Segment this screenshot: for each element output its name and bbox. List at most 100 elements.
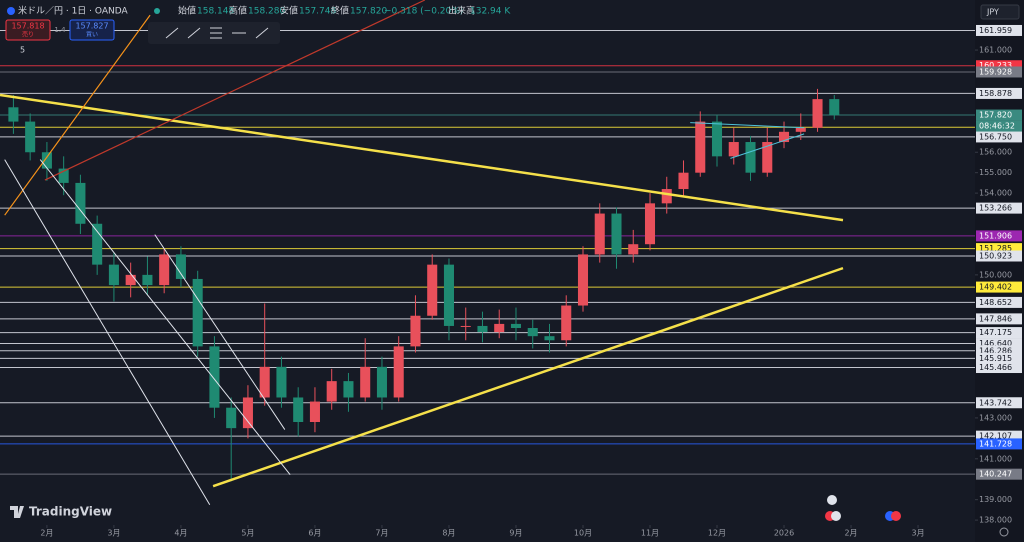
toolbar-icons	[165, 27, 269, 39]
level-label-box	[976, 338, 1022, 350]
market-status	[154, 8, 160, 14]
y-tick-label: 154.000	[979, 189, 1012, 198]
x-tick-label: 2026	[774, 529, 794, 538]
candle-body	[326, 381, 337, 402]
y-tick-label: 141.000	[979, 454, 1012, 463]
candle-body	[175, 254, 186, 279]
candle-body	[711, 121, 723, 157]
trend-line	[39, 159, 291, 476]
level-label-box	[976, 202, 1022, 214]
low-label: 安値	[280, 5, 298, 17]
candle-body	[309, 401, 320, 423]
candle-body	[460, 325, 471, 327]
level-label-box	[976, 362, 1022, 374]
candle-body	[527, 327, 538, 337]
candle-body	[343, 381, 354, 398]
y-tick-label: 156.000	[979, 148, 1012, 157]
axes: 161.000 156.000 155.000 154.000 150.000 143.0…	[40, 46, 1012, 538]
candle-body	[360, 366, 371, 398]
candle-body	[812, 99, 823, 128]
level-label-box	[976, 60, 1022, 72]
candle-body	[259, 366, 270, 398]
candle-body	[510, 323, 522, 328]
level-label-box	[976, 66, 1022, 78]
level-label: 146.286	[979, 346, 1012, 355]
candle-body	[661, 189, 672, 204]
open-value: 158.148	[197, 7, 234, 17]
volume-label: 出来高	[448, 5, 475, 17]
level-label: 151.285	[979, 244, 1012, 253]
logo-text: TradingView	[29, 505, 112, 519]
level-label-box	[976, 468, 1022, 480]
candle-body	[778, 131, 790, 143]
level-labels: 161.959160.233159.928158.878157.820157.2…	[976, 24, 1022, 480]
logo: TradingView	[10, 505, 112, 519]
x-tick-label: 8月	[442, 529, 455, 538]
y-tick-label: 150.000	[979, 270, 1012, 279]
change: −0.318 (−0.20%)	[384, 7, 463, 17]
close-label: 終値	[331, 5, 349, 17]
x-tick-label: 11月	[641, 529, 659, 538]
candle-body	[611, 213, 622, 255]
candle-body	[393, 346, 404, 398]
currency: JPY	[986, 8, 999, 17]
sell-button[interactable]	[5, 19, 51, 41]
header: 米ドル／円 · 1日 · OANDA 始値 158.148 高値 158.280…	[5, 4, 1020, 55]
candle-body	[75, 182, 86, 224]
settings-icon[interactable]	[999, 527, 1009, 537]
volume-value: 132.94 K	[470, 7, 511, 17]
candle-body	[242, 397, 253, 429]
high-label: 高値	[229, 5, 247, 17]
x-tick-label: 6月	[308, 529, 321, 538]
buy-button[interactable]	[69, 19, 115, 41]
trend-line	[4, 14, 151, 216]
level-label-box	[976, 109, 1022, 121]
level-label: 149.402	[979, 283, 1012, 292]
candle-body	[427, 264, 438, 316]
level-label: 153.266	[979, 204, 1012, 213]
level-label: 145.915	[979, 354, 1012, 363]
plot-area	[0, 0, 975, 506]
x-tick-label: 5月	[241, 529, 254, 538]
candle-body	[561, 305, 572, 341]
candle-body	[209, 346, 220, 408]
candle-body	[644, 203, 656, 245]
level-label-box	[976, 296, 1022, 308]
event-icons	[825, 495, 901, 521]
candle-body	[762, 142, 773, 173]
level-label: 156.750	[979, 132, 1012, 141]
candle-body	[159, 254, 170, 286]
trend-line	[730, 133, 805, 159]
level-label: 151.906	[979, 231, 1012, 240]
candle-body	[577, 254, 589, 306]
open-label: 始値	[178, 5, 196, 17]
x-tick-label: 2月	[844, 529, 857, 538]
candle-body	[376, 366, 387, 398]
symbol[interactable]: 米ドル／円 · 1日 · OANDA	[18, 5, 128, 17]
candle-body	[276, 366, 287, 398]
candle-body	[494, 323, 505, 333]
trend-line	[4, 159, 211, 506]
level-label: 146.640	[979, 339, 1012, 348]
candle-body	[58, 168, 69, 183]
level-label-box	[976, 131, 1022, 143]
indicator-count[interactable]: 5	[20, 46, 25, 55]
candle-body	[192, 278, 203, 347]
level-label: 141.728	[979, 439, 1012, 448]
sell-label: 売り	[22, 31, 34, 39]
y-tick-label: 138.000	[979, 516, 1012, 525]
y-tick-label: 161.000	[979, 46, 1012, 55]
candle-body	[25, 121, 36, 153]
currency-select[interactable]	[980, 4, 1020, 20]
high-value: 158.280	[248, 7, 285, 17]
candle-body	[594, 213, 605, 255]
level-label-box	[976, 230, 1022, 242]
level-label: 159.928	[979, 67, 1012, 76]
sell-price: 157.818	[11, 22, 44, 31]
level-label-box	[976, 397, 1022, 409]
level-label-box	[976, 438, 1022, 450]
level-label: 143.742	[979, 398, 1012, 407]
candle-body	[678, 172, 689, 190]
level-label-box	[976, 243, 1022, 255]
trend-line	[212, 266, 844, 488]
